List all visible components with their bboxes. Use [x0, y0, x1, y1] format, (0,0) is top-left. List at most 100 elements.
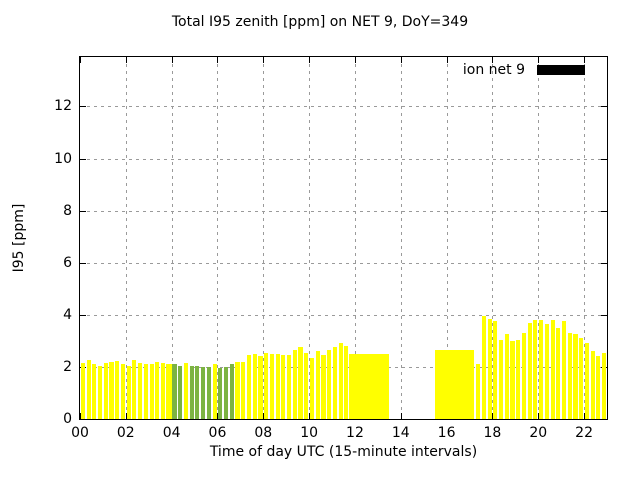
y-tick-mark-right — [601, 210, 607, 212]
bar — [172, 364, 177, 419]
bar — [550, 320, 555, 419]
bar — [360, 353, 367, 419]
bar — [584, 343, 589, 419]
bar — [195, 366, 200, 419]
bar — [321, 355, 326, 419]
bar — [309, 357, 315, 419]
bar — [178, 365, 183, 419]
chart-title: Total I95 zenith [ppm] on NET 9, DoY=349 — [171, 14, 469, 30]
bar — [189, 365, 194, 419]
y-tick-label: 0 — [63, 411, 72, 427]
grid-line-horizontal — [80, 106, 607, 108]
y-tick-label: 10 — [54, 150, 72, 167]
x-tick-mark-top — [125, 57, 127, 63]
bar — [149, 363, 154, 419]
y-tick-label: 6 — [63, 254, 72, 271]
bar — [235, 361, 240, 419]
x-tick-label: 08 — [254, 425, 273, 441]
x-tick-mark-top — [446, 57, 448, 63]
y-tick-mark-right — [601, 314, 607, 316]
bar — [97, 365, 103, 419]
legend-swatch — [537, 65, 585, 75]
bar — [241, 362, 246, 419]
grid-line-vertical — [309, 57, 311, 419]
bar — [533, 320, 538, 419]
bar — [452, 349, 459, 419]
y-tick-label: 12 — [54, 98, 72, 115]
bar — [521, 333, 526, 419]
y-tick-mark — [80, 210, 86, 212]
bar — [366, 353, 373, 419]
x-tick-label: 12 — [346, 425, 364, 441]
y-tick-label: 2 — [63, 358, 72, 375]
x-tick-mark-top — [492, 57, 494, 63]
x-tick-label: 04 — [162, 425, 181, 441]
bar — [120, 364, 126, 419]
bar — [539, 319, 544, 419]
bar — [183, 363, 189, 419]
y-tick-mark-right — [601, 158, 607, 160]
x-tick-mark-top — [309, 57, 311, 63]
bar — [292, 349, 297, 419]
bar — [372, 353, 379, 419]
x-tick-label: 14 — [391, 425, 410, 441]
bar — [579, 338, 584, 419]
bar — [229, 364, 234, 419]
bar — [377, 353, 384, 419]
bar — [493, 321, 498, 419]
x-tick-mark — [400, 413, 402, 419]
bar — [269, 353, 274, 419]
bar — [481, 316, 486, 419]
bar — [103, 363, 108, 419]
x-tick-mark-top — [171, 57, 173, 63]
bar — [349, 353, 356, 419]
grid-line-vertical — [584, 57, 586, 419]
x-tick-mark-top — [217, 57, 219, 63]
bar — [516, 340, 521, 419]
x-tick-label: 18 — [483, 425, 502, 441]
bar — [138, 363, 143, 419]
x-tick-mark-top — [80, 57, 81, 63]
bar — [298, 347, 303, 419]
y-tick-mark — [80, 106, 86, 108]
bar — [458, 349, 465, 419]
x-tick-label: 02 — [116, 425, 135, 441]
bar — [384, 353, 389, 419]
grid-line-horizontal — [80, 262, 607, 264]
y-tick-label: 8 — [63, 202, 72, 219]
bar — [132, 360, 137, 419]
bar — [115, 361, 120, 419]
bar — [109, 361, 114, 419]
bar — [354, 353, 362, 419]
bar — [160, 363, 166, 419]
bar — [527, 322, 532, 419]
y-tick-mark-right — [601, 262, 607, 264]
y-tick-mark — [80, 158, 86, 160]
bar — [304, 353, 309, 419]
grid-line-vertical — [446, 57, 448, 419]
bar — [470, 349, 475, 419]
bar — [446, 349, 453, 419]
grid-line-vertical — [400, 57, 402, 419]
grid-line-horizontal — [80, 314, 607, 316]
bar — [573, 334, 578, 419]
bar — [510, 340, 515, 419]
bar — [252, 353, 257, 419]
x-tick-mark — [584, 413, 586, 419]
x-tick-mark — [309, 413, 311, 419]
bar — [224, 366, 229, 419]
bar — [561, 321, 567, 419]
x-tick-mark — [125, 413, 127, 419]
x-tick-label: 10 — [300, 425, 319, 441]
x-tick-mark-top — [538, 57, 540, 63]
y-tick-mark — [80, 314, 86, 316]
bar — [246, 355, 252, 419]
bar — [258, 356, 263, 419]
grid-line-vertical — [354, 57, 356, 419]
y-tick-mark-right — [601, 106, 607, 108]
grid-line-vertical — [263, 57, 265, 419]
x-tick-label: 16 — [437, 425, 456, 441]
x-tick-label: 00 — [71, 425, 89, 441]
grid-line-horizontal — [80, 158, 607, 160]
